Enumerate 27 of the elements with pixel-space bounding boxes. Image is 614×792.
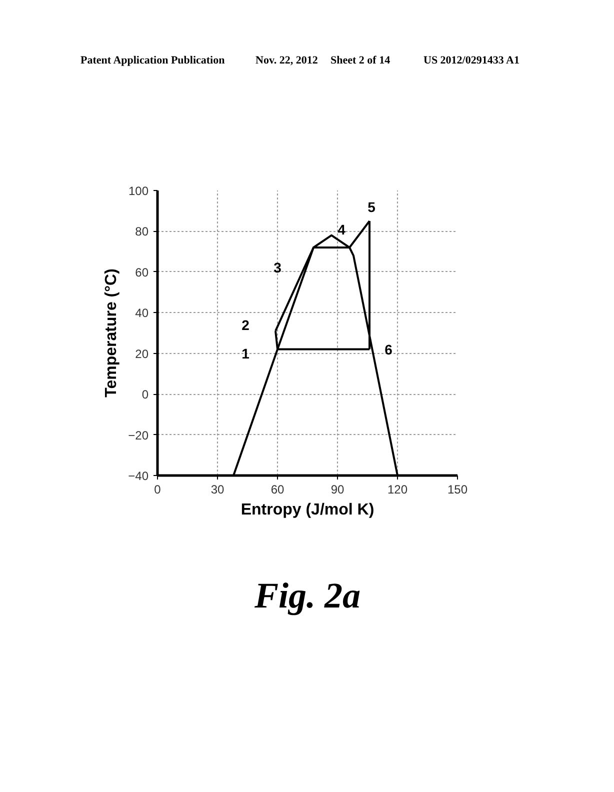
x-tick-label: 150 xyxy=(447,482,468,496)
x-tick-label: 30 xyxy=(210,482,224,496)
y-tick-label: 40 xyxy=(135,306,149,320)
text: US 2012/0291433 A1 xyxy=(424,54,520,66)
y-axis-title: Temperature (°C) xyxy=(103,268,120,398)
text: Patent Application Publication xyxy=(80,54,225,66)
annotation: 4 xyxy=(338,222,346,238)
y-tick-label: 80 xyxy=(135,224,149,239)
y-tick-label: −20 xyxy=(128,428,149,442)
text: Nov. 22, 2012 xyxy=(256,54,318,66)
y-tick-label: 100 xyxy=(128,184,149,198)
x-tick-label: 60 xyxy=(270,482,284,496)
text: Fig. 2a xyxy=(253,576,361,616)
x-tick-label: 120 xyxy=(387,482,408,496)
y-tick-label: 60 xyxy=(135,265,149,280)
annotation: 3 xyxy=(274,260,282,276)
x-tick-label: 0 xyxy=(154,482,162,496)
x-axis-title: Entropy (J/mol K) xyxy=(240,502,374,518)
annotation: 6 xyxy=(384,341,393,358)
y-tick-label: 20 xyxy=(135,346,149,361)
y-tick-label: −40 xyxy=(128,469,149,483)
annotation: 2 xyxy=(242,316,250,333)
annotation: 1 xyxy=(242,345,250,362)
y-tick-label: 0 xyxy=(142,388,149,402)
x-tick-label: 90 xyxy=(330,482,344,496)
annotation: 5 xyxy=(368,199,376,216)
text: Sheet 2 of 14 xyxy=(330,54,391,66)
